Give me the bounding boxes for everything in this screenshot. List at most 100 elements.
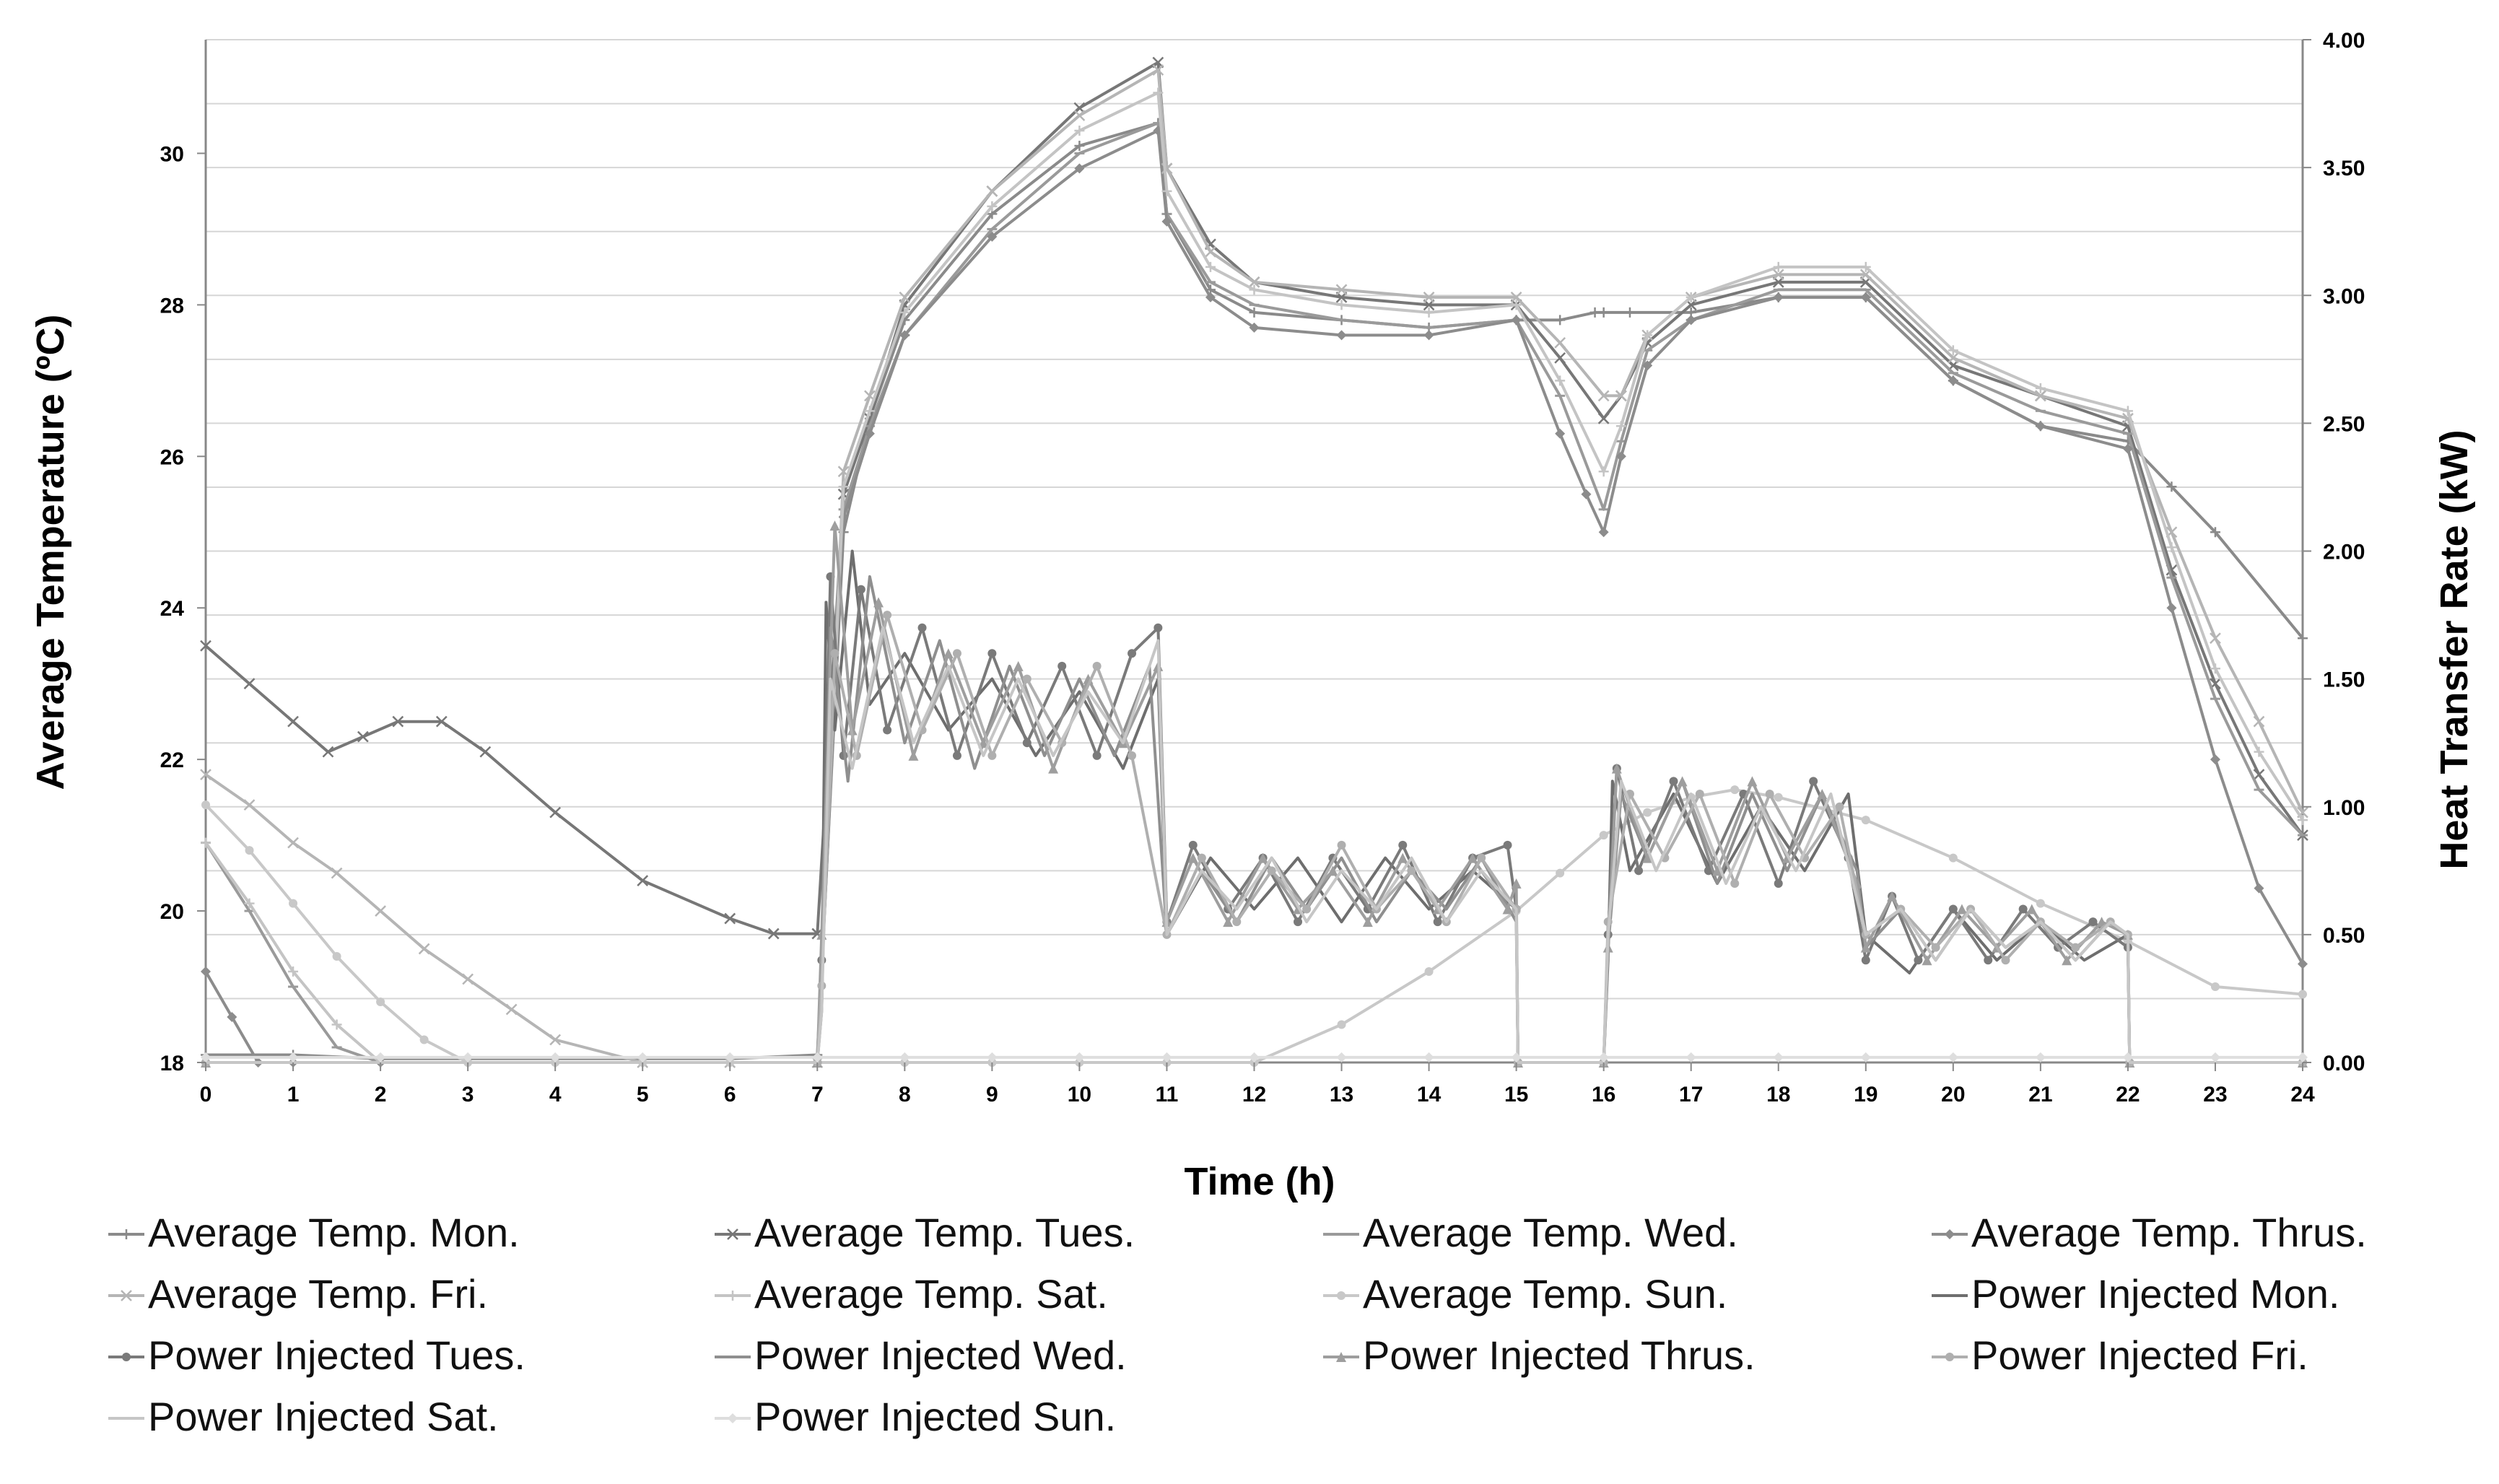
data-point	[952, 649, 961, 658]
data-point	[287, 837, 299, 849]
data-point	[2298, 1052, 2308, 1062]
legend-label: Average Temp. Wed.	[1363, 1210, 1738, 1255]
data-point	[2253, 769, 2265, 781]
data-point	[1589, 307, 1600, 318]
data-point	[435, 715, 448, 728]
data-point	[1642, 852, 1653, 863]
data-point	[227, 1012, 237, 1023]
data-point	[987, 231, 998, 242]
data-point	[1712, 865, 1723, 876]
data-point	[1554, 336, 1566, 349]
data-point	[1187, 852, 1198, 863]
series-line	[206, 626, 2303, 1064]
data-point	[1337, 1020, 1346, 1029]
data-point	[419, 1035, 429, 1044]
data-point	[1948, 345, 1958, 356]
x-tick-label: 24	[2290, 1083, 2315, 1107]
data-point	[1423, 291, 1435, 303]
data-point	[244, 898, 255, 909]
data-point	[1188, 840, 1198, 850]
legend-label: Average Temp. Mon.	[148, 1210, 520, 1255]
x-tick-label: 17	[1679, 1083, 1703, 1107]
data-point	[1947, 352, 1959, 364]
data-point	[200, 769, 211, 781]
data-point	[1511, 1052, 1522, 1062]
y-left-tick-label: 30	[160, 142, 184, 166]
x-tick-label: 7	[811, 1083, 824, 1107]
legend-label: Power Injected Tues.	[148, 1332, 525, 1378]
data-point	[2210, 527, 2220, 538]
legend-item: Average Temp. Mon.	[108, 1210, 520, 1255]
data-point	[1809, 777, 1818, 786]
data-point	[1948, 375, 1958, 386]
y-right-tick-label: 4.00	[2323, 29, 2365, 53]
data-point	[288, 966, 299, 977]
data-point	[1695, 790, 1704, 799]
data-point	[549, 1034, 562, 1046]
data-point	[2253, 715, 2265, 728]
series-power-injected-thrus	[201, 520, 2308, 1068]
y-left-axis-title: Average Temperature (ºC)	[29, 315, 72, 790]
data-point	[1092, 661, 1102, 671]
legend-swatch-marker	[1336, 1352, 1346, 1362]
data-point	[200, 640, 211, 652]
data-point	[1152, 64, 1164, 76]
data-point	[1335, 284, 1348, 296]
data-point	[1511, 315, 1522, 326]
data-point	[1267, 866, 1276, 876]
data-point	[1467, 852, 1478, 863]
data-point	[550, 1052, 561, 1062]
series-power-injected-sun	[201, 1052, 2308, 1062]
data-point	[1555, 428, 1566, 439]
data-point	[201, 966, 211, 977]
x-tick-label: 13	[1330, 1083, 1353, 1107]
y-right-tick-label: 2.00	[2323, 541, 2365, 564]
data-point	[1581, 489, 1592, 499]
legend-swatch-marker	[1337, 1291, 1346, 1300]
y-left-tick-label: 24	[160, 597, 185, 621]
data-point	[1642, 360, 1653, 371]
data-point	[2254, 883, 2264, 894]
data-point	[1556, 868, 1565, 878]
data-point	[1161, 1052, 1172, 1062]
series-average-temp-wed	[201, 121, 2308, 1064]
legend-swatch-marker	[1945, 1229, 1955, 1239]
data-point	[2001, 956, 2010, 965]
data-point	[812, 1052, 823, 1062]
data-point	[2071, 943, 2080, 952]
data-point	[1774, 879, 1783, 889]
data-point	[986, 186, 998, 197]
series-layer	[200, 56, 2308, 1068]
grid-layer	[206, 39, 2303, 1063]
data-point	[2298, 959, 2308, 969]
data-point	[1205, 261, 1216, 272]
data-point	[1294, 917, 1303, 927]
y-left-tick-label: 18	[160, 1052, 184, 1075]
data-point	[1128, 649, 1137, 658]
legend-label: Power Injected Sat.	[148, 1394, 499, 1439]
data-point	[873, 597, 884, 608]
data-point	[1611, 763, 1622, 774]
x-tick-label: 2	[375, 1083, 387, 1107]
series-line	[206, 614, 2303, 1064]
data-point	[987, 649, 997, 658]
legend-item: Average Temp. Fri.	[108, 1271, 488, 1317]
data-point	[829, 520, 840, 531]
data-point	[830, 649, 839, 658]
y-right-tick-label: 2.50	[2323, 412, 2365, 436]
data-point	[549, 806, 562, 819]
data-point	[1861, 816, 1870, 825]
data-point	[479, 746, 492, 758]
x-tick-label: 15	[1504, 1083, 1528, 1107]
data-point	[2166, 603, 2177, 614]
data-point	[1948, 904, 1958, 914]
data-point	[2298, 990, 2307, 999]
series-line	[204, 61, 2304, 935]
data-point	[1860, 292, 1871, 302]
x-tick-label: 14	[1417, 1083, 1442, 1107]
data-point	[1161, 216, 1172, 227]
data-point	[1554, 352, 1566, 364]
data-point	[1615, 390, 1627, 402]
data-point	[1511, 878, 1522, 889]
